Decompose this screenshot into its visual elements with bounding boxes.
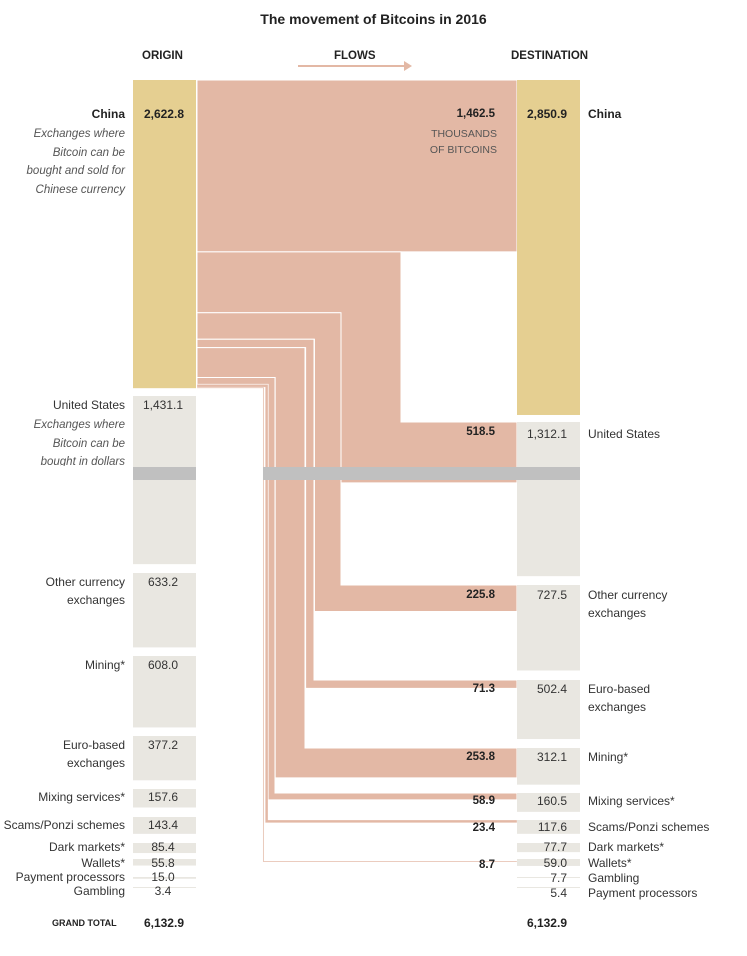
destination-value: 5.4 — [550, 886, 567, 900]
destination-value: 1,312.1 — [526, 427, 567, 441]
origin-value: 157.6 — [147, 790, 179, 804]
origin-box — [133, 736, 196, 781]
origin-value: 633.2 — [147, 575, 179, 589]
origin-box — [133, 656, 196, 728]
origin-label: Euro-based exchanges — [62, 738, 125, 770]
destination-box — [517, 820, 580, 834]
grand-total-origin: 6,132.9 — [143, 916, 184, 930]
origin-label: Payment processors — [15, 870, 125, 884]
origin-value: 377.2 — [147, 738, 179, 752]
destination-value: 117.6 — [537, 820, 567, 834]
origin-box — [133, 396, 196, 565]
destination-label: Scams/Ponzi schemes — [588, 820, 710, 834]
destination-box — [517, 680, 580, 740]
destination-box — [517, 843, 580, 853]
destination-box — [517, 887, 580, 888]
origin-box — [133, 789, 196, 808]
origin-box — [133, 843, 196, 854]
destination-value: 59.0 — [543, 856, 567, 870]
destination-box — [517, 422, 580, 577]
flow-value: 71.3 — [472, 683, 495, 695]
origin-value: 3.4 — [154, 884, 172, 898]
origin-label: Mixing services* — [38, 790, 125, 804]
flow-value: 225.8 — [466, 589, 495, 601]
flow-value: 253.8 — [466, 751, 495, 763]
destination-label: Wallets* — [588, 856, 632, 870]
origin-header: ORIGIN — [142, 50, 183, 62]
destination-value: 312.1 — [536, 750, 567, 764]
origin-label: Gambling — [73, 884, 125, 898]
destination-label: Other currency exchanges — [588, 588, 668, 620]
chart-title: The movement of Bitcoins in 2016 — [260, 11, 487, 27]
origin-value: 2,622.8 — [143, 107, 184, 121]
flows-header: FLOWS — [334, 50, 376, 62]
origin-label: Scams/Ponzi schemes — [3, 818, 125, 832]
flow-band — [196, 79, 518, 253]
destination-value: 160.5 — [536, 794, 567, 808]
origin-box — [133, 817, 196, 834]
flow-value: 1,462.5 — [456, 108, 495, 120]
destination-label: Euro-based exchanges — [588, 682, 651, 714]
destination-label: Mixing services* — [588, 794, 675, 808]
destination-value: 2,850.9 — [526, 107, 567, 121]
flows-arrow-icon — [298, 61, 412, 71]
destination-value: 77.7 — [543, 840, 567, 854]
origin-box — [133, 80, 196, 389]
destination-label: Payment processors — [588, 886, 698, 900]
axis-break — [263, 467, 580, 480]
destination-box — [517, 859, 580, 866]
destination-box — [517, 793, 580, 812]
destination-label: Gambling — [588, 871, 640, 885]
destination-label: United States — [588, 427, 661, 441]
grand-total-label: GRAND TOTAL — [52, 918, 117, 928]
flow-value: 58.9 — [472, 795, 495, 807]
destination-label: Dark markets* — [588, 840, 665, 854]
origin-value: 608.0 — [147, 658, 179, 672]
origin-box — [133, 859, 196, 866]
origin-value: 15.0 — [151, 870, 175, 884]
origin-label: China — [91, 107, 125, 121]
destination-label: China — [588, 107, 622, 121]
origin-value: 143.4 — [147, 818, 179, 832]
destination-box — [517, 877, 580, 878]
grand-total-destination: 6,132.9 — [526, 916, 567, 930]
flow-value: 23.4 — [472, 822, 495, 834]
destination-value: 7.7 — [550, 871, 567, 885]
destination-value: 727.5 — [536, 588, 567, 602]
axis-break — [133, 467, 196, 480]
origin-box — [133, 887, 196, 888]
origin-label: Dark markets* — [48, 840, 125, 854]
origin-value: 1,431.1 — [142, 398, 184, 412]
flow-value: 8.7 — [479, 859, 495, 871]
destination-box — [517, 80, 580, 415]
origin-box — [133, 573, 196, 648]
origin-label: Other currency exchanges — [45, 575, 125, 607]
origin-subtitle: Exchanges where Bitcoin can be bought an… — [26, 128, 125, 196]
destination-label: Mining* — [588, 750, 629, 764]
origin-subtitle: Exchanges where Bitcoin can be bought in… — [33, 419, 125, 466]
origin-label: Wallets* — [81, 856, 125, 870]
destination-value: 502.4 — [536, 682, 567, 696]
origin-value: 55.8 — [151, 856, 175, 870]
flow-value: 518.5 — [466, 426, 495, 438]
unit-note: THOUSANDS OF BITCOINS — [429, 128, 497, 156]
origin-value: 85.4 — [151, 840, 175, 854]
destination-box — [517, 585, 580, 671]
origin-box — [133, 877, 196, 879]
destination-box — [517, 748, 580, 785]
origin-label: United States — [52, 398, 125, 412]
destination-header: DESTINATION — [511, 50, 589, 62]
origin-label: Mining* — [84, 658, 125, 672]
